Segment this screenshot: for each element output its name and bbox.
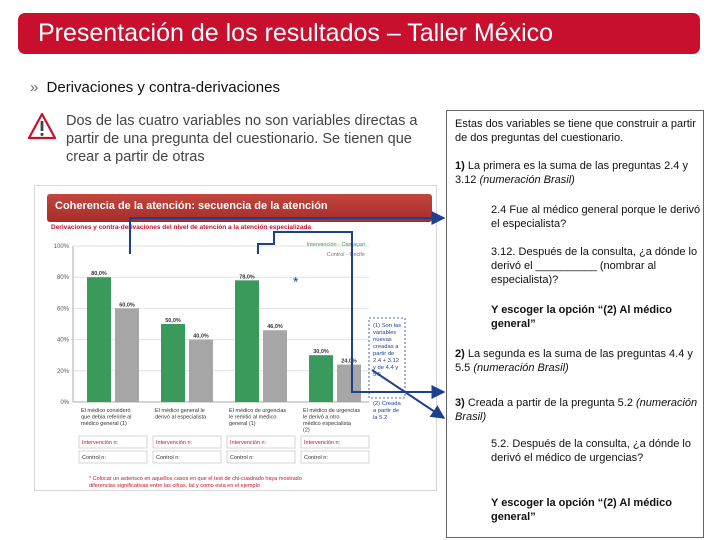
title-bar: Presentación de los resultados – Taller …: [18, 13, 700, 54]
data-label: 24,0%: [341, 359, 357, 365]
count-cell: [78, 435, 148, 449]
x-category-label: El médico de urgencias le derivó a otro mé…: [303, 408, 360, 434]
bar: [189, 339, 213, 402]
bar: [87, 277, 111, 402]
chevron-icon: »: [30, 79, 39, 96]
y-tick-label: 20%: [57, 369, 70, 375]
item-3: 3) Creada a partir de la pregunta 5.2 (n…: [455, 396, 700, 424]
chart-title: Coherencia de la atención: secuencia de …: [47, 194, 432, 222]
count-label: Control n:: [82, 455, 106, 461]
item-1: 1) La primera es la suma de las pregunta…: [455, 159, 700, 187]
count-cell: [152, 450, 222, 464]
item-1-number: 1): [455, 160, 465, 172]
explanation-panel: Estas dos variables se tiene que constru…: [446, 110, 704, 538]
bar: [337, 364, 361, 402]
option-1: Y escoger la opción “(2) Al médico gener…: [491, 304, 672, 330]
option-2: Y escoger la opción “(2) Al médico gener…: [491, 497, 672, 523]
data-label: 80,0%: [91, 271, 107, 277]
count-cell: [78, 450, 148, 464]
item-3-note: (numeración Brasil): [455, 397, 698, 423]
item-3-text: Creada a partir de la pregunta 5.2: [464, 397, 637, 409]
chart-footnote: * Colocar un asterisco en aquellos casos…: [89, 476, 302, 489]
bar: [263, 330, 287, 402]
question-5-2: 5.2. Después de la consulta, ¿a dónde lo…: [491, 438, 691, 464]
item-2-note: (numeración Brasil): [473, 362, 569, 374]
x-category-label: El médico consideró que debía referirle a…: [81, 408, 131, 427]
data-label: 40,0%: [193, 334, 209, 340]
question-2-4: 2.4 Fue al médico general porque le deri…: [491, 204, 701, 230]
y-tick-label: 80%: [57, 275, 70, 281]
count-cell: [300, 435, 370, 449]
intro-text: Estas dos variables se tiene que constru…: [455, 118, 696, 144]
data-label: 46,0%: [267, 324, 283, 330]
bar: [115, 308, 139, 402]
annotation-text: (2) Creada a partir de la 5.2: [373, 401, 401, 421]
section-heading: » Derivaciones y contra-derivaciones: [30, 79, 280, 96]
page-title: Presentación de los resultados – Taller …: [38, 19, 554, 47]
count-label: Intervención n:: [304, 440, 341, 446]
annotation-text: (1) Son las variables nuevas creadas a parti…: [373, 323, 401, 378]
count-label: Intervención n:: [82, 440, 119, 446]
count-label: Intervención n:: [156, 440, 193, 446]
data-label: 78,0%: [239, 274, 255, 280]
data-label: 60,0%: [119, 302, 135, 308]
significance-star: *: [293, 273, 299, 289]
data-label: 50,0%: [165, 318, 181, 324]
legend-entry: Control - Recife: [327, 252, 365, 258]
y-tick-label: 100%: [54, 244, 70, 250]
count-cell: [226, 435, 296, 449]
chart-panel: Coherencia de la atención: secuencia de …: [34, 185, 437, 491]
count-label: Intervención n:: [230, 440, 267, 446]
x-category-label: El médico de urgencias le remitió al médi…: [229, 408, 286, 427]
count-cell: [152, 435, 222, 449]
y-tick-label: 60%: [57, 306, 70, 312]
count-label: Control n:: [230, 455, 254, 461]
item-1-note: (numeración Brasil): [479, 174, 575, 186]
count-label: Control n:: [304, 455, 328, 461]
count-label: Control n:: [156, 455, 180, 461]
x-category-label: El médico general le derivó al especialis…: [155, 408, 207, 421]
bar: [235, 280, 259, 402]
question-3-12: 3.12. Después de la consulta, ¿a dónde l…: [491, 246, 698, 286]
item-2-text: La segunda es la suma de las preguntas 4…: [455, 348, 693, 374]
item-2-number: 2): [455, 348, 465, 360]
y-tick-label: 0%: [60, 400, 69, 406]
bar-chart: 100% 80% 60% 40% 20% 0% 80,0% 60,0% El médico co…: [54, 242, 406, 489]
data-label: 30,0%: [313, 349, 329, 355]
item-3-number: 3): [455, 397, 465, 409]
bar: [161, 324, 185, 402]
warning-icon: [28, 112, 56, 140]
bar: [309, 355, 333, 402]
count-cell: [300, 450, 370, 464]
y-tick-label: 40%: [57, 338, 70, 344]
count-cell: [226, 450, 296, 464]
item-2: 2) La segunda es la suma de las pregunta…: [455, 347, 700, 375]
item-1-text: La primera es la suma de las preguntas 2…: [455, 160, 688, 186]
warning-text: Dos de las cuatro variables no son varia…: [66, 113, 418, 165]
legend-entry: Intervención - Camaçari: [307, 242, 365, 248]
section-title: Derivaciones y contra-derivaciones: [46, 79, 280, 96]
